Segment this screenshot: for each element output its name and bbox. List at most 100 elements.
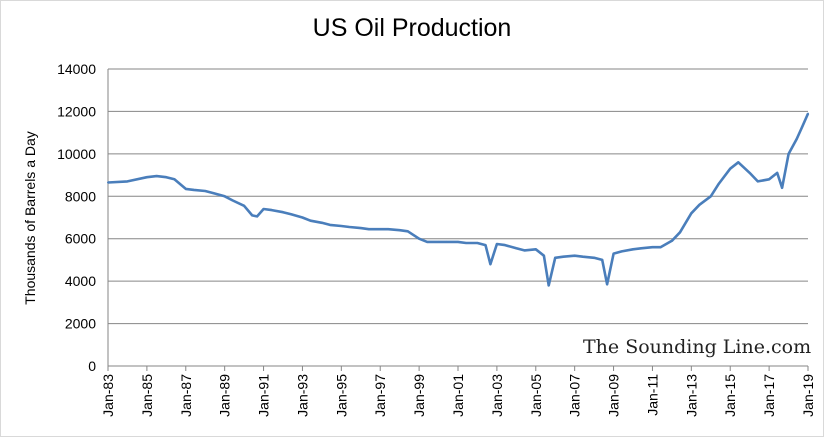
- data-point: [192, 188, 195, 191]
- data-point: [426, 240, 429, 243]
- data-point: [184, 187, 187, 190]
- data-point: [107, 181, 109, 184]
- axes: [107, 69, 809, 371]
- data-point: [476, 242, 479, 244]
- x-tick-label-Jan-09: Jan-09: [606, 374, 622, 417]
- data-point: [231, 199, 234, 202]
- data-point: [547, 284, 550, 287]
- data-point: [737, 161, 740, 164]
- data-point: [155, 175, 158, 178]
- data-point: [489, 263, 492, 266]
- data-point: [340, 225, 343, 227]
- data-point: [445, 240, 448, 243]
- data-point: [534, 248, 537, 251]
- data-point: [465, 242, 468, 244]
- data-point: [359, 227, 362, 230]
- watermark: The Sounding Line.com: [583, 336, 812, 358]
- x-tick-label-Jan-91: Jan-91: [256, 374, 272, 417]
- data-point: [698, 203, 701, 206]
- data-point: [606, 283, 609, 286]
- x-tick-label-Jan-99: Jan-99: [411, 374, 427, 417]
- x-tick-label-Jan-05: Jan-05: [528, 374, 544, 417]
- data-point: [554, 256, 557, 259]
- data-point: [437, 240, 440, 243]
- data-point: [632, 248, 634, 251]
- data-point: [562, 255, 565, 258]
- y-tick-labels: 0 2000 4000 6000 8000 10000 12000 14000: [57, 61, 96, 374]
- x-tick-label-Jan-13: Jan-13: [683, 374, 699, 417]
- x-tick-label-Jan-15: Jan-15: [722, 374, 738, 417]
- x-tick-label-Jan-97: Jan-97: [372, 374, 388, 417]
- data-point: [290, 213, 293, 216]
- y-tick-label-0: 0: [88, 358, 96, 374]
- x-tick-label-Jan-85: Jan-85: [139, 374, 155, 417]
- chart-title: US Oil Production: [312, 14, 512, 42]
- data-point: [173, 178, 176, 181]
- series-line-0: [107, 113, 810, 287]
- data-point: [320, 221, 323, 224]
- data-point: [659, 246, 662, 249]
- data-point: [640, 247, 643, 250]
- data-point: [768, 178, 771, 181]
- data-point: [282, 211, 284, 214]
- data-point: [262, 208, 265, 210]
- data-point: [145, 176, 148, 179]
- data-point: [243, 204, 246, 207]
- data-point: [690, 212, 693, 215]
- data-point: [573, 254, 576, 257]
- series-layer: [107, 112, 810, 287]
- data-point: [126, 180, 129, 183]
- y-tick-label-2000: 2000: [65, 316, 96, 332]
- x-tick-label-Jan-95: Jan-95: [333, 374, 349, 417]
- data-point: [800, 127, 803, 130]
- data-point: [542, 254, 545, 257]
- x-tick-label-Jan-01: Jan-01: [450, 374, 466, 417]
- data-point: [795, 138, 798, 140]
- data-point: [729, 167, 732, 170]
- x-tick-label-Jan-87: Jan-87: [178, 374, 194, 417]
- y-tick-label-10000: 10000: [57, 146, 96, 162]
- data-point: [748, 171, 751, 174]
- data-point: [301, 216, 304, 219]
- data-point: [398, 229, 401, 232]
- y-tick-label-6000: 6000: [65, 231, 96, 247]
- data-point: [165, 176, 168, 179]
- data-point: [329, 223, 331, 226]
- data-point: [581, 255, 584, 258]
- y-tick-label-4000: 4000: [65, 273, 96, 289]
- x-tick-label-Jan-93: Jan-93: [294, 374, 310, 417]
- data-point: [787, 152, 790, 155]
- data-point: [679, 231, 681, 234]
- data-point: [670, 239, 673, 242]
- data-point: [620, 250, 623, 253]
- data-point: [367, 228, 370, 231]
- y-tick-label-14000: 14000: [57, 61, 96, 77]
- data-point: [418, 237, 421, 240]
- data-point: [515, 247, 518, 250]
- data-point: [523, 249, 526, 252]
- x-tick-label-Jan-17: Jan-17: [761, 374, 777, 417]
- data-point: [651, 246, 654, 249]
- data-point: [495, 243, 498, 245]
- x-tick-labels: Jan-83 Jan-85 Jan-87 Jan-89 Jan-91 Jan-93 Jan-…: [100, 374, 816, 417]
- data-point: [781, 186, 784, 189]
- data-point: [251, 214, 254, 217]
- data-point: [717, 182, 720, 185]
- gridlines: [108, 68, 808, 325]
- data-point: [504, 244, 506, 247]
- x-tick-label-Jan-89: Jan-89: [217, 374, 233, 417]
- data-point: [256, 215, 259, 218]
- data-point: [387, 228, 390, 231]
- data-point: [379, 228, 382, 231]
- y-axis-label: Thousands of Barrels a Day: [22, 131, 38, 305]
- data-point: [601, 258, 604, 261]
- data-point: [309, 219, 312, 222]
- x-tick-label-Jan-19: Jan-19: [800, 374, 816, 417]
- data-point: [457, 240, 459, 243]
- x-tick-label-Jan-07: Jan-07: [567, 374, 583, 417]
- x-tick-label-Jan-11: Jan-11: [644, 374, 660, 416]
- data-point: [612, 252, 615, 255]
- data-point: [709, 195, 712, 198]
- data-point: [406, 230, 409, 233]
